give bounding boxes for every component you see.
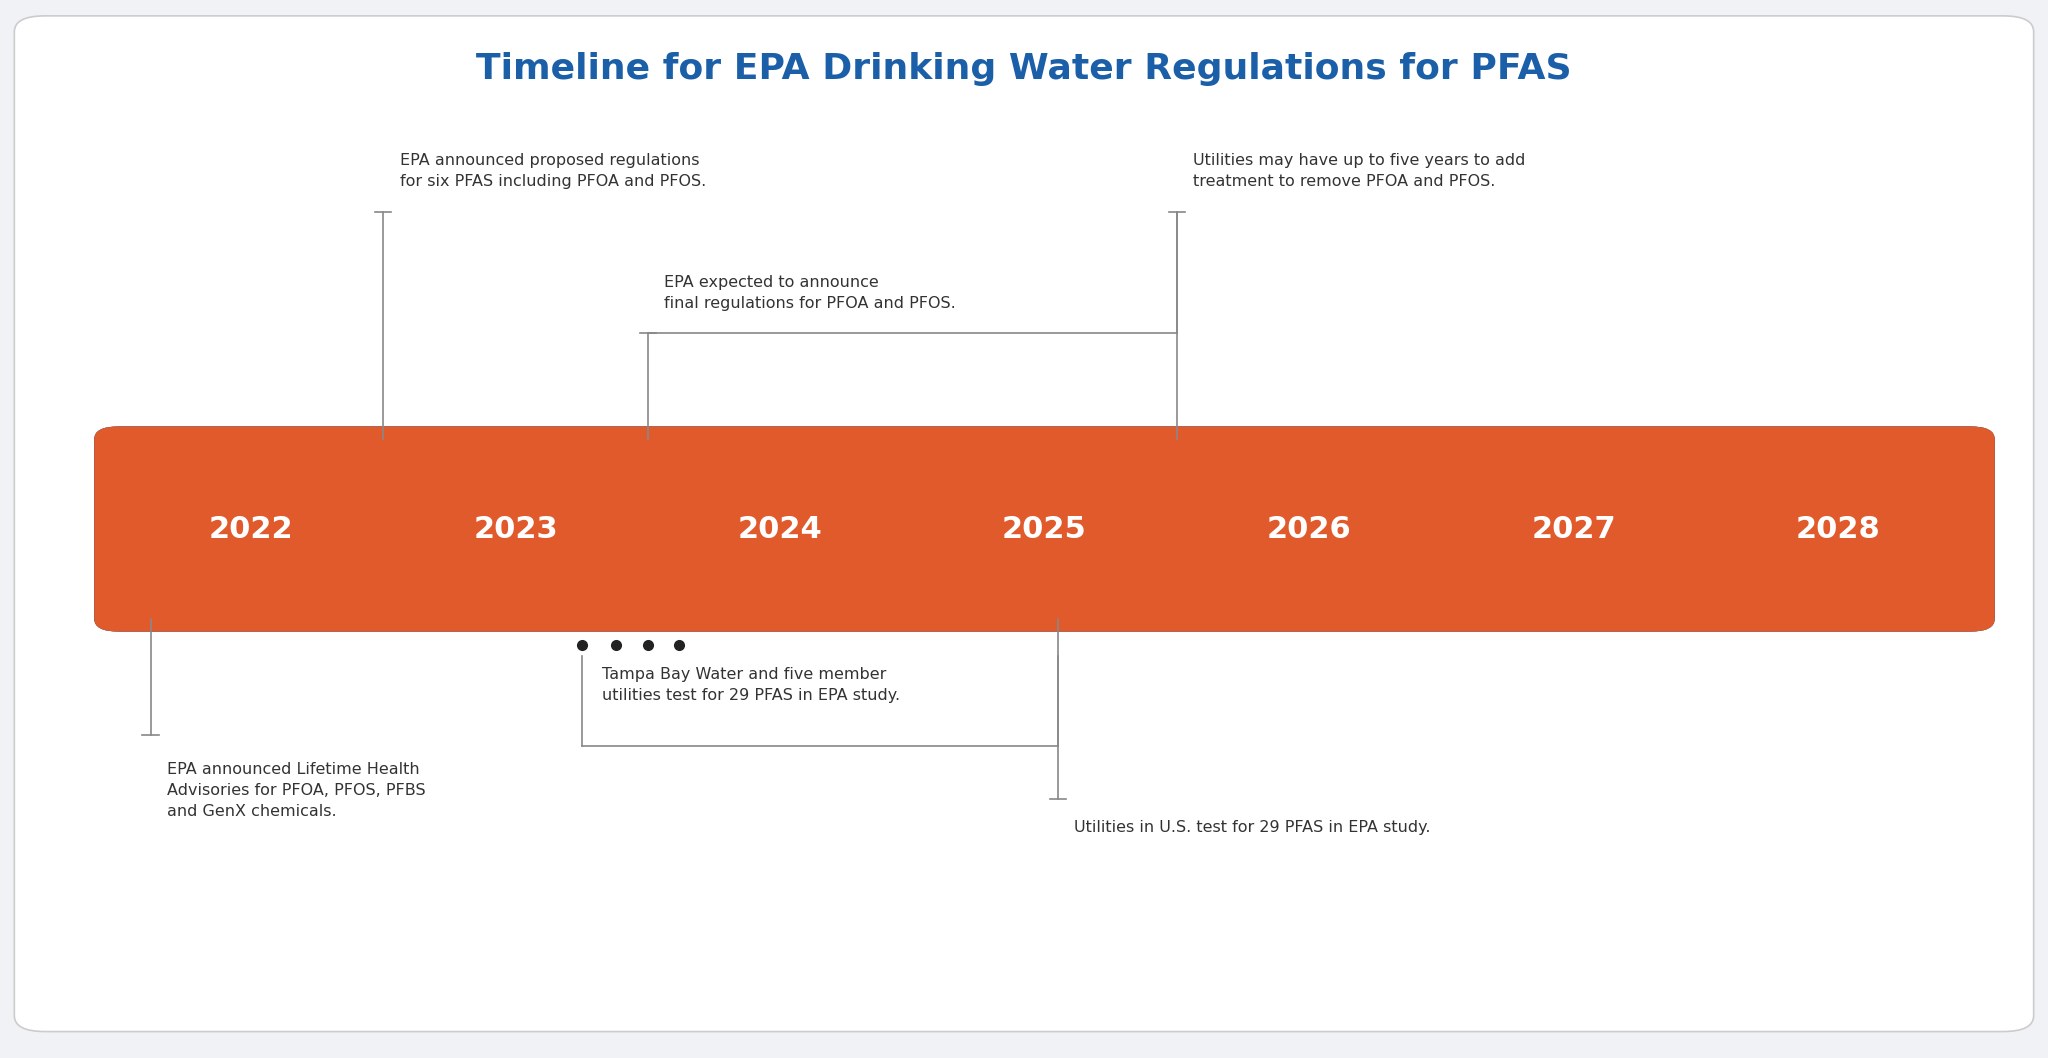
Bar xyxy=(911,439,1970,619)
Bar xyxy=(647,439,1970,619)
Text: EPA announced Lifetime Health
Advisories for PFOA, PFOS, PFBS
and GenX chemicals: EPA announced Lifetime Health Advisories… xyxy=(166,762,426,819)
Bar xyxy=(1178,439,1970,619)
Text: 2024: 2024 xyxy=(737,514,823,544)
FancyBboxPatch shape xyxy=(94,426,1995,632)
Bar xyxy=(1442,439,1970,619)
Text: EPA announced proposed regulations
for six PFAS including PFOA and PFOS.: EPA announced proposed regulations for s… xyxy=(399,153,707,189)
Text: 2028: 2028 xyxy=(1796,514,1880,544)
Text: Utilities in U.S. test for 29 PFAS in EPA study.: Utilities in U.S. test for 29 PFAS in EP… xyxy=(1073,820,1432,835)
FancyBboxPatch shape xyxy=(14,16,2034,1032)
Text: 2027: 2027 xyxy=(1532,514,1616,544)
FancyBboxPatch shape xyxy=(94,426,1995,632)
Text: 2022: 2022 xyxy=(209,514,293,544)
Text: 2023: 2023 xyxy=(473,514,557,544)
Bar xyxy=(383,439,1970,619)
Text: Tampa Bay Water and five member
utilities test for 29 PFAS in EPA study.: Tampa Bay Water and five member utilitie… xyxy=(602,667,901,703)
Text: 2026: 2026 xyxy=(1266,514,1352,544)
Text: EPA expected to announce
final regulations for PFOA and PFOS.: EPA expected to announce final regulatio… xyxy=(664,275,956,311)
Text: 2025: 2025 xyxy=(1001,514,1087,544)
Text: Utilities may have up to five years to add
treatment to remove PFOA and PFOS.: Utilities may have up to five years to a… xyxy=(1194,153,1526,189)
Text: Timeline for EPA Drinking Water Regulations for PFAS: Timeline for EPA Drinking Water Regulati… xyxy=(477,52,1571,86)
